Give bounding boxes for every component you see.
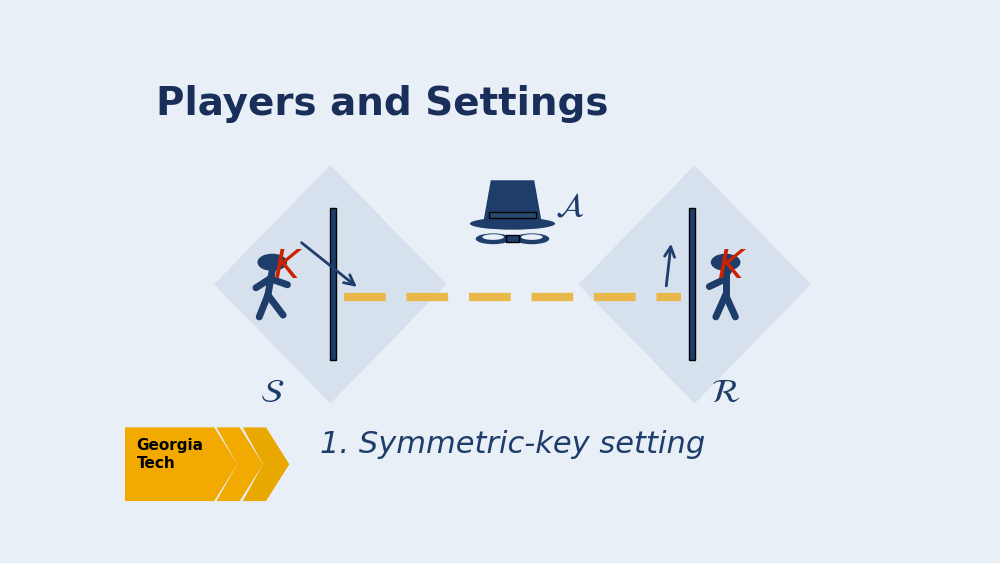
FancyBboxPatch shape: [330, 208, 336, 360]
Polygon shape: [214, 165, 447, 404]
Circle shape: [258, 254, 286, 270]
Text: Georgia
Tech: Georgia Tech: [137, 438, 204, 471]
Text: $\mathcal{R}$: $\mathcal{R}$: [711, 376, 740, 409]
Ellipse shape: [482, 234, 504, 240]
Text: Players and Settings: Players and Settings: [156, 85, 608, 123]
Ellipse shape: [521, 234, 543, 240]
Polygon shape: [216, 427, 263, 501]
FancyBboxPatch shape: [489, 212, 536, 218]
Text: $K$: $K$: [717, 248, 747, 286]
Text: $\mathcal{A}$: $\mathcal{A}$: [555, 190, 584, 223]
Ellipse shape: [476, 234, 511, 244]
Polygon shape: [243, 427, 289, 501]
Polygon shape: [125, 427, 237, 501]
Text: $\mathcal{S}$: $\mathcal{S}$: [260, 376, 284, 409]
Text: 1. Symmetric-key setting: 1. Symmetric-key setting: [320, 430, 705, 459]
Polygon shape: [578, 165, 811, 404]
Ellipse shape: [514, 234, 549, 244]
Ellipse shape: [470, 217, 555, 230]
Text: $K$: $K$: [273, 248, 303, 286]
FancyBboxPatch shape: [689, 208, 695, 360]
Circle shape: [712, 254, 740, 270]
FancyBboxPatch shape: [506, 235, 519, 242]
Polygon shape: [483, 180, 542, 224]
